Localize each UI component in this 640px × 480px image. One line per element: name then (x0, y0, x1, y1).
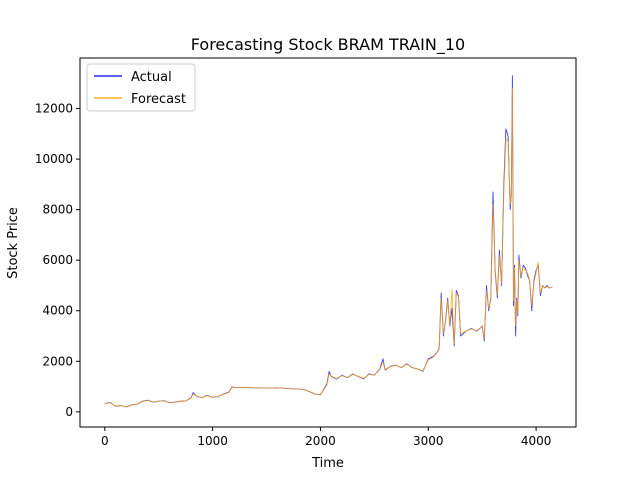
y-tick-label: 8000 (42, 203, 73, 217)
x-tick-label: 1000 (197, 434, 228, 448)
y-tick-label: 10000 (35, 152, 73, 166)
y-axis-label: Stock Price (6, 207, 21, 279)
x-tick-label: 4000 (521, 434, 552, 448)
y-tick-label: 6000 (42, 253, 73, 267)
x-tick-label: 0 (101, 434, 109, 448)
x-tick-label: 2000 (305, 434, 336, 448)
legend-label-forecast: Forecast (131, 92, 186, 107)
y-tick-label: 4000 (42, 304, 73, 318)
chart-title: Forecasting Stock BRAM TRAIN_10 (191, 35, 465, 55)
y-tick-label: 2000 (42, 354, 73, 368)
x-tick-label: 3000 (413, 434, 444, 448)
plot-area (79, 57, 577, 428)
y-axis-ticks: 0 2000 4000 6000 8000 10000 12000 (35, 102, 80, 419)
series-layer (104, 75, 553, 408)
y-tick-label: 12000 (35, 102, 73, 116)
axes-frame (79, 57, 577, 428)
y-tick-label: 0 (65, 405, 73, 419)
legend-label-actual: Actual (131, 70, 172, 85)
x-axis-label: Time (311, 456, 344, 471)
legend: Actual Forecast (86, 63, 196, 112)
series-line-forecast (104, 87, 553, 408)
x-axis-ticks: 0 1000 2000 3000 4000 (101, 427, 551, 448)
